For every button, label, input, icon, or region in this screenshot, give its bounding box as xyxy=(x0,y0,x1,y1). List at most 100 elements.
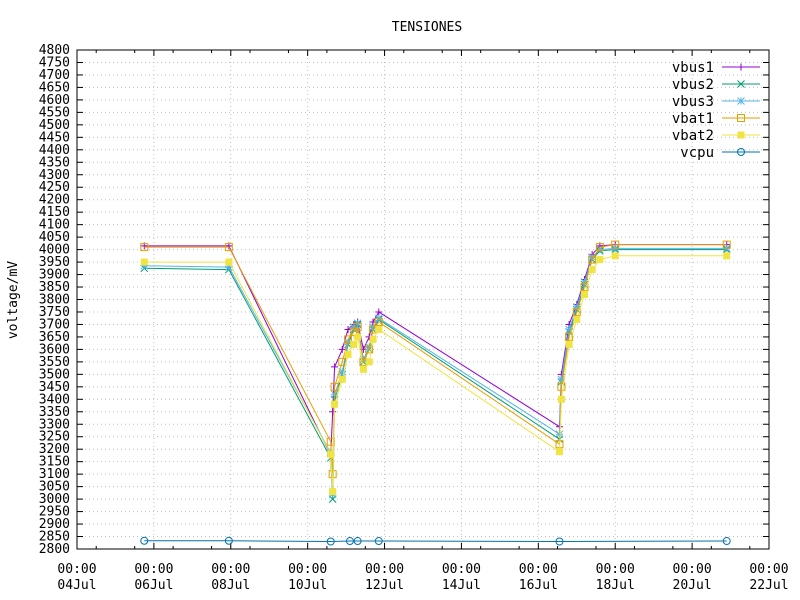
y-tick-label: 4750 xyxy=(39,55,70,70)
legend-label-vbus2: vbus2 xyxy=(672,77,714,93)
vbus3-point xyxy=(580,278,589,286)
vbat1-point xyxy=(565,332,574,341)
x-tick-time-label: 00:00 xyxy=(211,562,250,577)
y-tick-label: 4350 xyxy=(39,155,70,170)
vbat2-point xyxy=(140,258,148,266)
vbat2-point xyxy=(359,365,367,373)
vbat2-point xyxy=(225,258,233,266)
vbat1-point xyxy=(365,345,374,354)
vbus1-point xyxy=(338,345,346,353)
vbat2-point xyxy=(555,448,563,456)
vbat2-point xyxy=(329,488,337,496)
vbat1-point xyxy=(572,307,581,316)
vbus3-point xyxy=(557,375,566,384)
y-tick-label: 4550 xyxy=(39,105,70,120)
y-tick-label: 4450 xyxy=(39,130,70,145)
grid-layer xyxy=(77,50,769,549)
y-tick-label: 3750 xyxy=(39,305,70,320)
series-vcpu xyxy=(140,536,731,546)
legend-label-vbat1: vbat1 xyxy=(672,111,714,127)
y-tick-label: 4800 xyxy=(39,43,70,58)
y-tick-label: 4500 xyxy=(39,118,70,133)
y-tick-label: 3500 xyxy=(39,367,70,382)
legend-marker-vcpu xyxy=(737,148,745,156)
vbat2-point xyxy=(596,256,604,264)
y-tick-label: 3400 xyxy=(39,392,70,407)
x-tick-time-label: 00:00 xyxy=(134,562,173,577)
y-tick-label: 3200 xyxy=(39,442,70,457)
vbat2-point xyxy=(723,252,731,260)
y-axis-label: voltage/mV xyxy=(6,261,21,339)
x-tick-date-label: 04Jul xyxy=(57,578,96,593)
vbat1-point xyxy=(588,255,597,264)
legend-marker-vbat1 xyxy=(737,114,745,122)
x-tick-time-label: 00:00 xyxy=(519,562,558,577)
legend-label-vcpu: vcpu xyxy=(680,145,714,161)
y-tick-label: 3450 xyxy=(39,380,70,395)
y-tick-label: 3350 xyxy=(39,405,70,420)
y-tick-label: 3100 xyxy=(39,467,70,482)
y-tick-label: 2950 xyxy=(39,505,70,520)
vcpu-point xyxy=(555,537,564,546)
vbat2-point xyxy=(375,325,383,333)
y-tick-label: 4250 xyxy=(39,180,70,195)
vbat1-point xyxy=(722,240,731,249)
vbat2-point xyxy=(369,335,377,343)
vbat1-point xyxy=(374,317,383,326)
y-tick-label: 3000 xyxy=(39,492,70,507)
vcpu-point xyxy=(224,536,233,545)
y-tick-label: 4050 xyxy=(39,230,70,245)
x-tick-date-label: 16Jul xyxy=(519,578,558,593)
vbus3-point xyxy=(338,368,347,376)
y-tick-label: 3150 xyxy=(39,455,70,470)
x-tick-time-label: 00:00 xyxy=(749,562,788,577)
vbus3-point xyxy=(225,263,233,271)
vbus3-point xyxy=(595,245,604,254)
vbus3-point xyxy=(565,325,573,334)
x-tick-date-label: 10Jul xyxy=(288,578,327,593)
x-tick-date-label: 18Jul xyxy=(596,578,635,593)
y-tick-label: 3550 xyxy=(39,355,70,370)
vbat2-point xyxy=(331,400,339,408)
vbat1-point xyxy=(595,243,604,252)
vcpu-point xyxy=(326,537,335,546)
x-tick-date-label: 12Jul xyxy=(365,578,404,593)
y-tick-label: 4600 xyxy=(39,93,70,108)
vbat2-point xyxy=(344,350,352,358)
legend-label-vbus3: vbus3 xyxy=(672,94,714,110)
vbus1-point xyxy=(331,363,339,371)
y-tick-label: 2800 xyxy=(39,542,70,557)
y-tick-label: 4650 xyxy=(39,80,70,95)
x-tick-date-label: 06Jul xyxy=(134,578,173,593)
y-tick-label: 3900 xyxy=(39,268,70,283)
vbat2-point xyxy=(365,358,373,366)
vbus1-point xyxy=(375,308,383,316)
vbus3-point xyxy=(369,323,377,331)
vbat2-point xyxy=(588,266,596,274)
vbus3-point xyxy=(588,253,597,261)
vcpu-point xyxy=(722,537,731,546)
vbus1-point xyxy=(329,408,337,416)
vbat1-point xyxy=(344,335,353,344)
x-tick-date-label: 14Jul xyxy=(442,578,481,593)
vbat2-point xyxy=(327,450,335,458)
x-tick-time-label: 00:00 xyxy=(442,562,481,577)
x-tick-time-label: 00:00 xyxy=(288,562,327,577)
y-tick-label: 4300 xyxy=(39,168,70,183)
y-tick-label: 2850 xyxy=(39,530,70,545)
vbus3-point xyxy=(344,338,352,346)
x-tick-time-label: 00:00 xyxy=(673,562,712,577)
y-tick-label: 4200 xyxy=(39,193,70,208)
vbat2-point xyxy=(338,375,346,383)
x-tick-time-label: 00:00 xyxy=(365,562,404,577)
vbat1-point xyxy=(338,357,347,366)
series-vbat2 xyxy=(140,252,731,496)
x-tick-time-label: 00:00 xyxy=(57,562,96,577)
vbat1-point xyxy=(330,382,339,391)
y-tick-label: 3300 xyxy=(39,417,70,432)
y-tick-label: 3950 xyxy=(39,255,70,270)
vbat1-point xyxy=(224,243,233,252)
y-tick-label: 3850 xyxy=(39,280,70,295)
